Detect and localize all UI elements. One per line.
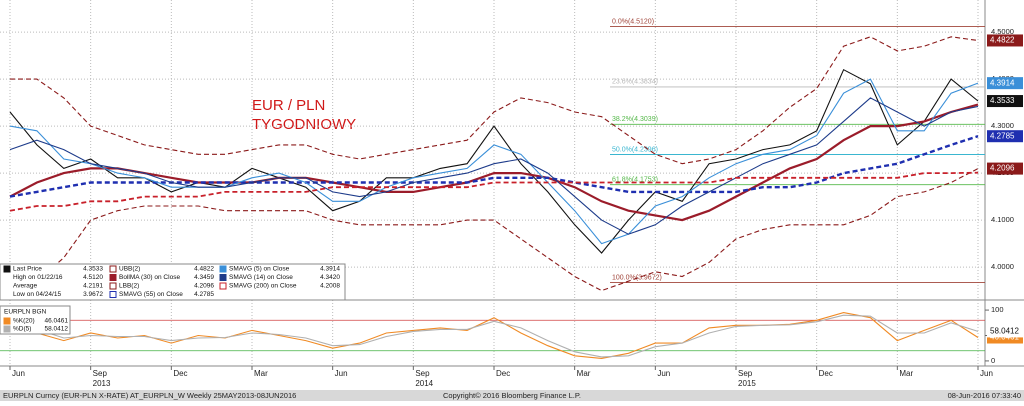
legend-label: LBB(2) xyxy=(119,283,139,290)
legend-swatch xyxy=(3,325,11,333)
value-tag xyxy=(987,34,1023,47)
value-tag xyxy=(987,130,1023,143)
fib-label: 23.6%(4.3834) xyxy=(612,79,658,86)
legend-label: SMAVG (55) on Close xyxy=(119,291,183,298)
x-tick-label: Dec xyxy=(819,369,833,378)
fib-label: 61.8%(4.1753) xyxy=(612,177,658,184)
legend-swatch xyxy=(219,265,227,273)
legend-label: UBB(2) xyxy=(119,266,140,273)
series-line xyxy=(9,68,979,254)
series-line xyxy=(9,97,979,235)
legend-value: 4.3420 xyxy=(320,274,340,281)
legend-label: High on 01/22/16 xyxy=(13,274,63,281)
footer-right: 08-Jun-2016 07:33:40 xyxy=(948,391,1021,400)
legend-value: 4.3459 xyxy=(194,274,214,281)
legend-label: SMAVG (200) on Close xyxy=(229,283,297,290)
legend-label: %K(20) xyxy=(13,318,35,325)
series-line xyxy=(9,314,979,358)
series-line xyxy=(9,78,979,245)
value-tag xyxy=(987,325,1023,338)
legend-swatch xyxy=(109,291,117,298)
legend-value: 46.0461 xyxy=(45,318,69,325)
legend-swatch xyxy=(109,282,117,290)
legend-label: Average xyxy=(13,283,37,290)
legend-swatch xyxy=(3,265,11,273)
x-year-label: 2014 xyxy=(415,379,433,388)
legend-value: 4.5120 xyxy=(83,274,103,281)
x-tick-label: Sep xyxy=(415,369,430,378)
series-line xyxy=(9,171,979,212)
legend-label: Low on 04/24/15 xyxy=(13,291,61,298)
y-tick-label: 4.3000 xyxy=(991,121,1014,130)
footer-bar xyxy=(0,390,1024,401)
x-tick-label: Jun xyxy=(12,369,25,378)
legend-title: EURPLN BGN xyxy=(4,309,47,316)
legend-value: 4.2191 xyxy=(83,283,103,290)
fib-label: 50.0%(4.2396) xyxy=(612,146,658,153)
legend-swatch xyxy=(109,265,117,273)
value-tag xyxy=(987,162,1023,175)
fib-label: 38.2%(4.3039) xyxy=(612,116,658,123)
legend-label: SMAVG (5) on Close xyxy=(229,266,290,273)
series-line xyxy=(9,312,979,359)
y-tick-label: 4.1000 xyxy=(991,215,1014,224)
x-tick-label: Dec xyxy=(496,369,510,378)
value-tag-label: 4.3533 xyxy=(990,96,1015,105)
legend-swatch xyxy=(219,274,227,281)
x-tick-label: Mar xyxy=(899,369,913,378)
legend-swatch xyxy=(3,317,11,325)
legend-value: 3.9672 xyxy=(83,291,103,298)
footer-left: EURPLN Curncy (EUR-PLN X-RATE) AT_EURPLN… xyxy=(3,391,296,400)
legend-swatch xyxy=(109,274,117,281)
x-tick-label: Sep xyxy=(93,369,108,378)
legend-value: 4.2096 xyxy=(194,283,214,290)
legend-label: SMAVG (14) on Close xyxy=(229,274,293,281)
value-tag-label: 4.3914 xyxy=(990,78,1015,87)
chart-subtitle: TYGODNIOWY xyxy=(252,116,356,133)
legend-label: %D(5) xyxy=(13,326,31,333)
series-line xyxy=(10,36,979,165)
value-tag-label: 4.4822 xyxy=(990,36,1015,45)
legend-box xyxy=(0,305,71,335)
legend-value: 4.4822 xyxy=(194,266,214,273)
chart-title: EUR / PLN xyxy=(252,97,325,114)
y-tick-label: 4.0000 xyxy=(991,262,1014,271)
legend-value: 58.0412 xyxy=(45,326,69,333)
legend-label: BollMA (30) on Close xyxy=(119,274,180,281)
legend-value: 4.3533 xyxy=(83,266,103,273)
legend-label: Last Price xyxy=(13,266,42,273)
legend-value: 4.3914 xyxy=(320,266,340,273)
y-tick-label: 0 xyxy=(991,356,995,365)
value-tag-label: 4.2096 xyxy=(990,164,1015,173)
x-tick-label: Dec xyxy=(173,369,187,378)
legend-value: 4.2008 xyxy=(320,283,340,290)
x-year-label: 2015 xyxy=(738,379,756,388)
x-tick-label: Mar xyxy=(254,369,268,378)
x-year-label: 2013 xyxy=(93,379,111,388)
value-tag-label: 4.2785 xyxy=(990,131,1015,140)
legend-swatch xyxy=(219,282,227,290)
value-tag-label: 58.0412 xyxy=(990,327,1019,336)
y-tick-label: 4.5000 xyxy=(991,27,1014,36)
value-tag xyxy=(987,95,1023,108)
x-tick-label: Jun xyxy=(657,369,670,378)
fib-label: 0.0%(4.5120) xyxy=(612,18,654,25)
value-tag xyxy=(987,77,1023,90)
x-tick-label: Jun xyxy=(980,369,993,378)
x-tick-label: Sep xyxy=(738,369,753,378)
y-tick-label: 100 xyxy=(991,305,1004,314)
footer-center: Copyright© 2016 Bloomberg Finance L.P. xyxy=(443,391,581,400)
series-line xyxy=(9,103,979,222)
legend-box xyxy=(0,263,346,301)
x-tick-label: Jun xyxy=(335,369,348,378)
x-tick-label: Mar xyxy=(577,369,591,378)
legend-value: 4.2785 xyxy=(194,291,214,298)
